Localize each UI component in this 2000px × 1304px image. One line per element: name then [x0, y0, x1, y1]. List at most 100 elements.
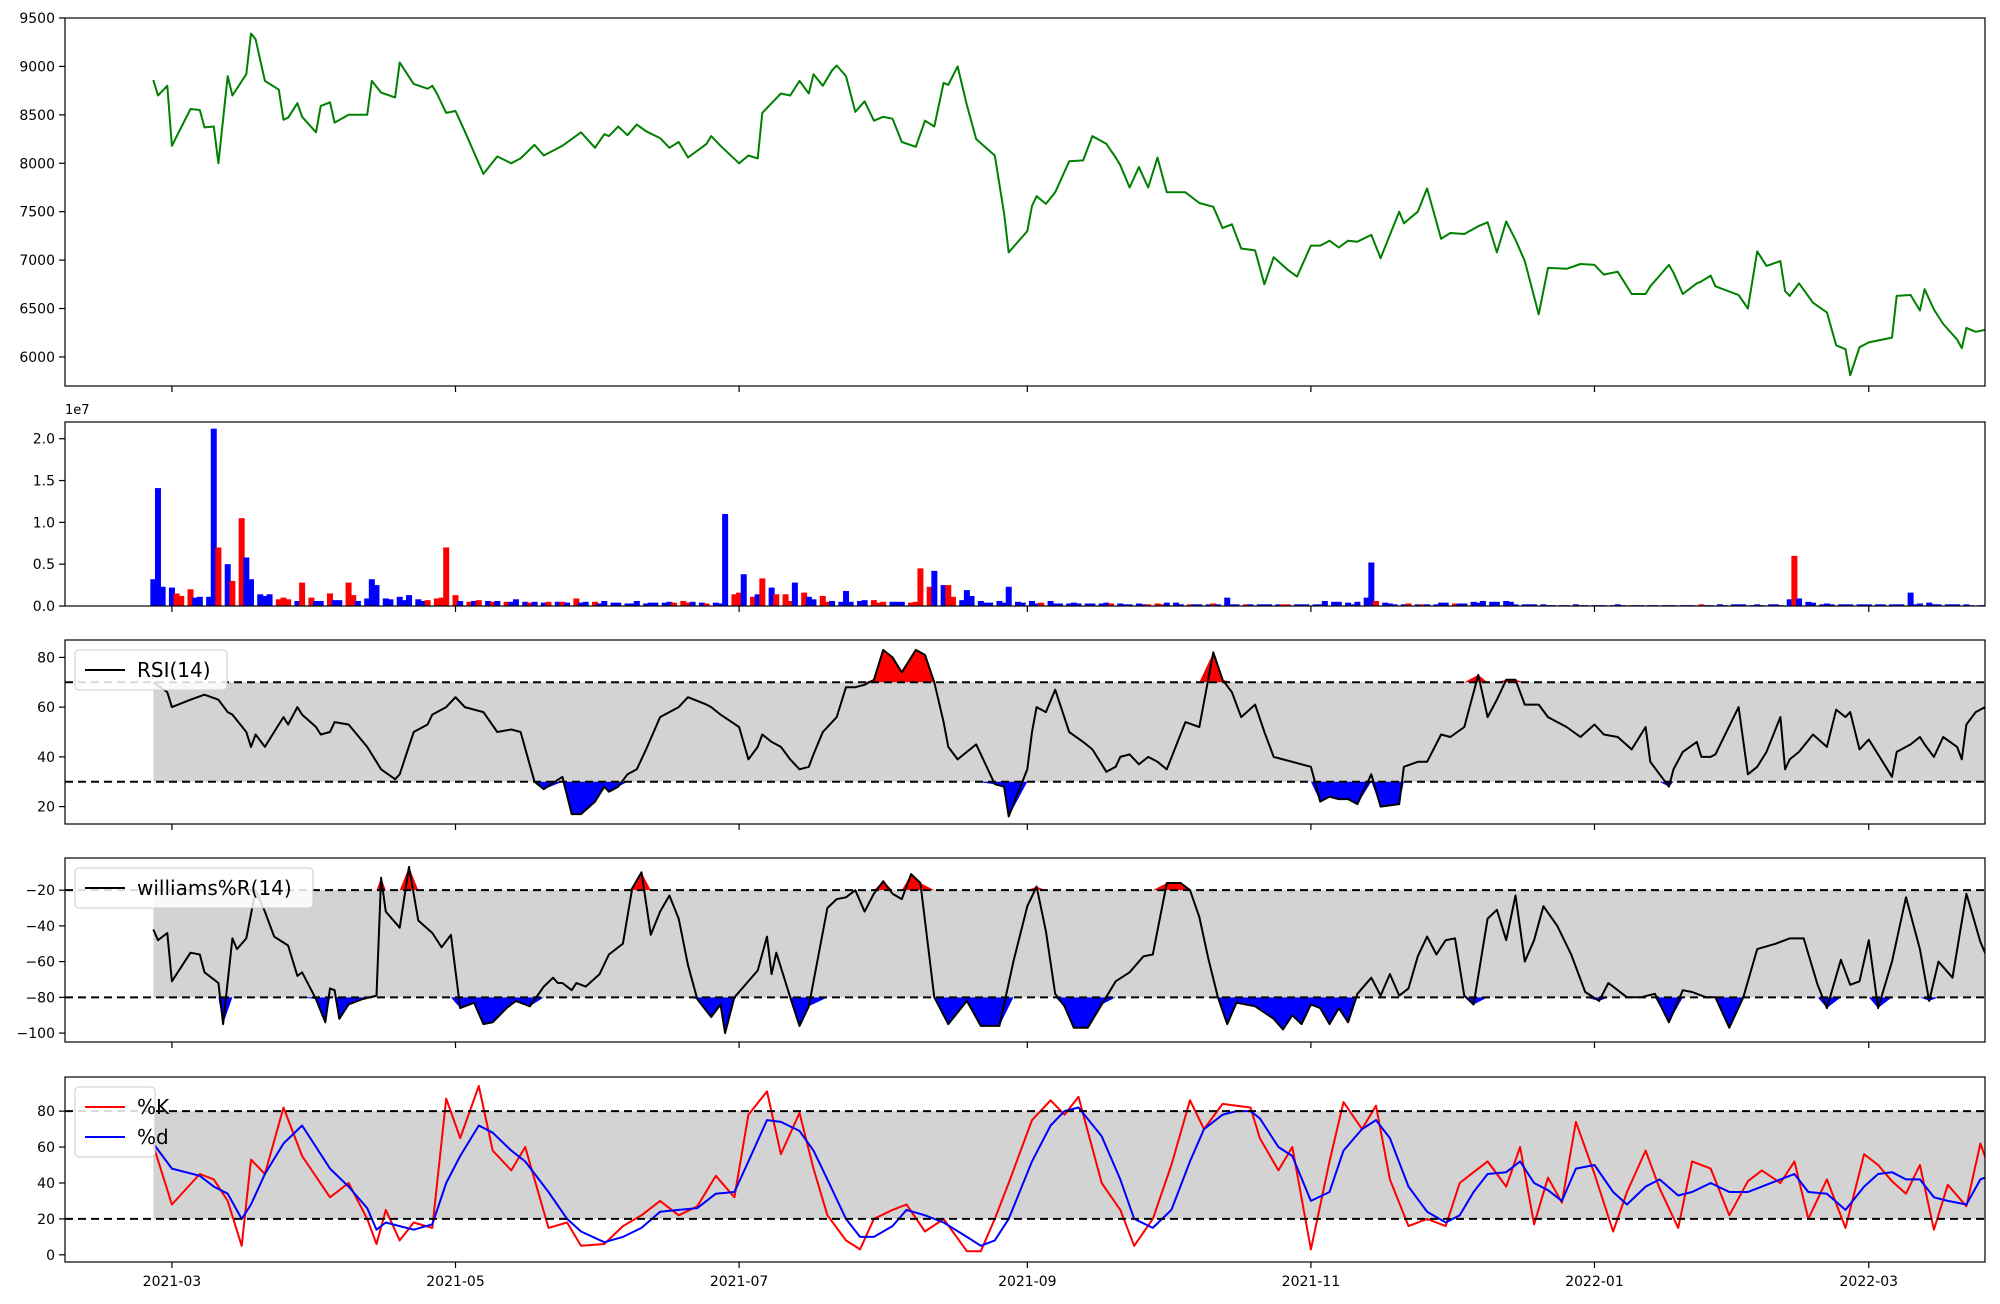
volume-bar	[940, 585, 947, 606]
y-tick-label: 1.0	[33, 515, 55, 531]
y-tick-label: 9500	[19, 11, 55, 27]
volume-bar	[261, 595, 268, 606]
volume-bar	[856, 600, 863, 606]
volume-bar	[880, 601, 887, 606]
volume-bar	[1754, 604, 1761, 606]
volume-bar	[1837, 604, 1844, 606]
volume-bar	[1507, 601, 1514, 606]
volume-bar	[508, 601, 515, 606]
volume-bar	[684, 602, 691, 606]
volume-bar	[829, 600, 836, 606]
panel-volume: 0.0 0.5 1.0 1.5 2.0 1e7	[33, 403, 1986, 615]
volume-bar	[912, 601, 919, 606]
y-tick-label: 7500	[19, 205, 55, 221]
volume-bar	[313, 600, 320, 606]
volume-bar	[731, 594, 738, 606]
volume-bar	[196, 596, 203, 606]
volume-bar	[596, 603, 603, 606]
volume-bar	[1121, 604, 1128, 606]
volume-bar	[471, 600, 478, 606]
volume-bar	[1033, 603, 1040, 606]
volume-bar	[1735, 604, 1742, 606]
volume-bar	[1368, 562, 1375, 606]
volume-bar	[266, 594, 273, 606]
volume-bar	[1070, 602, 1077, 606]
volume-bar	[1159, 604, 1166, 606]
legend-label: %d	[137, 1125, 169, 1149]
y-tick-label: −100	[17, 1026, 55, 1042]
volume-bar	[996, 600, 1003, 606]
volume-bar	[750, 596, 757, 606]
volume-bar	[1187, 604, 1194, 606]
volume-bar	[489, 601, 496, 606]
volume-bar	[1442, 602, 1449, 606]
volume-bar	[294, 600, 301, 606]
volume-bar	[457, 600, 464, 606]
volume-bar	[285, 599, 292, 606]
volume-bar	[1372, 600, 1379, 606]
volume-bar	[173, 593, 180, 606]
volume-bar	[1414, 604, 1421, 606]
volume-bar	[224, 564, 231, 606]
volume-bar	[373, 585, 380, 606]
volume-bar	[810, 599, 817, 606]
volume-bar	[582, 601, 589, 606]
rsi-plot-area	[152, 648, 1985, 818]
legend-box	[74, 649, 228, 691]
volume-bar	[875, 602, 882, 606]
volume-bar	[1345, 602, 1352, 606]
williams-series-line-0	[152, 865, 1985, 1035]
volume-bar	[1809, 602, 1816, 606]
volume-bar	[247, 579, 254, 606]
volume-bar	[1879, 604, 1886, 606]
volume-bar	[838, 601, 845, 606]
x-tick-label: 2021-07	[710, 1274, 769, 1290]
volume-bar	[1786, 599, 1793, 606]
volume-bar	[1521, 604, 1528, 606]
volume-bar	[1266, 604, 1273, 606]
volume-bar	[963, 590, 970, 606]
volume-bar	[1335, 601, 1342, 606]
volume-bar	[368, 579, 375, 606]
volume-bar	[870, 600, 877, 606]
volume-bar	[824, 601, 831, 606]
volume-bar	[1479, 600, 1486, 606]
volume-bar	[1865, 604, 1872, 606]
volume-bar	[1056, 603, 1063, 606]
volume-bar	[512, 599, 519, 606]
volume-bar	[959, 600, 966, 606]
rsi-series-line-0	[152, 648, 1985, 818]
y-tick-label: −20	[25, 883, 55, 899]
volume-bar	[382, 598, 389, 606]
volume-bar	[1791, 555, 1798, 606]
volume-bar	[1293, 604, 1300, 606]
volume-bar	[564, 602, 571, 606]
volume-bar	[540, 602, 547, 606]
stochastic-band	[153, 1111, 1985, 1219]
volume-bar	[424, 600, 431, 606]
volume-bar	[466, 601, 473, 606]
volume-bar	[633, 600, 640, 606]
volume-bar	[819, 595, 826, 606]
volume-bar	[336, 600, 343, 606]
y-tick-label: 2.0	[33, 432, 55, 448]
volume-bar	[1075, 603, 1082, 606]
volume-bar	[1177, 604, 1184, 606]
volume-bar	[722, 514, 729, 606]
legend-label: RSI(14)	[137, 658, 211, 682]
volume-bar	[1889, 604, 1896, 606]
volume-bar	[475, 600, 482, 606]
volume-bar	[1828, 604, 1835, 606]
volume-bar	[531, 601, 538, 606]
volume-bar	[926, 586, 933, 606]
volume-bar	[1312, 604, 1319, 606]
y-tick-label: 6500	[19, 302, 55, 318]
rsi-overbought-fill	[153, 649, 1985, 683]
volume-bar	[1005, 586, 1012, 606]
y-tick-label: −80	[25, 990, 55, 1006]
x-tick-label: 2022-03	[1840, 1274, 1899, 1290]
volume-bar	[280, 597, 287, 606]
volume-bar	[1191, 604, 1198, 606]
volume-bar	[299, 582, 306, 606]
volume-bar	[1405, 603, 1412, 606]
